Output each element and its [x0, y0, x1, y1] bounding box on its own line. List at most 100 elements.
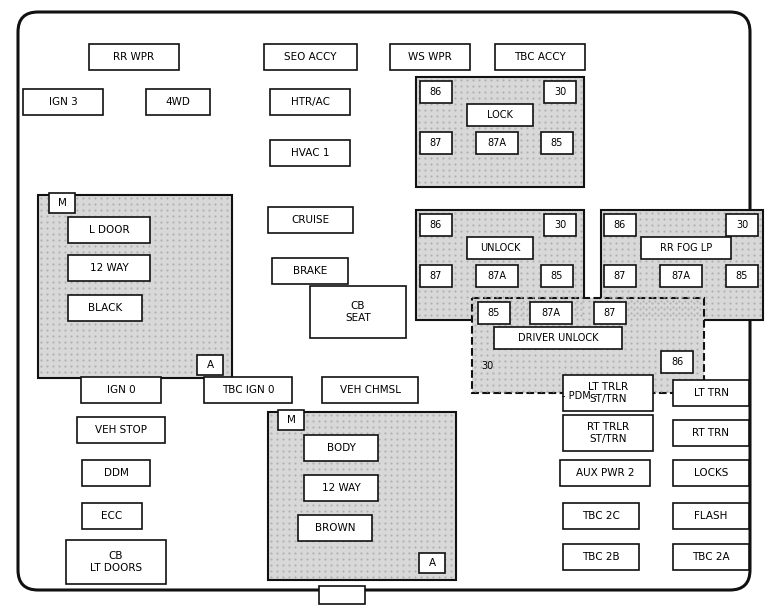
Text: 87A: 87A	[488, 138, 507, 148]
Text: 12 WAY: 12 WAY	[322, 483, 360, 493]
Text: CRUISE: CRUISE	[291, 215, 329, 225]
Text: DDM: DDM	[104, 468, 128, 478]
Bar	[594, 302, 626, 324]
Text: TBC 2B: TBC 2B	[582, 552, 620, 562]
Text: LOCKS: LOCKS	[694, 468, 728, 478]
Text: HTR/AC: HTR/AC	[290, 97, 329, 107]
Bar	[563, 503, 639, 529]
Text: CB
SEAT: CB SEAT	[345, 301, 371, 323]
Bar	[263, 44, 356, 70]
Text: LOCK: LOCK	[487, 110, 513, 120]
Text: 87A: 87A	[671, 271, 690, 281]
Text: ECC: ECC	[101, 511, 123, 521]
Text: VEH STOP: VEH STOP	[95, 425, 147, 435]
Text: 12 WAY: 12 WAY	[90, 263, 128, 273]
Text: SEO ACCY: SEO ACCY	[283, 52, 336, 62]
Bar	[476, 132, 518, 154]
Text: 4WD: 4WD	[166, 97, 190, 107]
Bar	[420, 214, 452, 236]
Text: 85: 85	[551, 271, 563, 281]
Text: M: M	[58, 198, 67, 208]
Bar	[673, 503, 749, 529]
Text: UNLOCK: UNLOCK	[480, 243, 520, 253]
Bar	[197, 355, 223, 375]
Bar	[204, 377, 292, 403]
Text: L DOOR: L DOOR	[88, 225, 129, 235]
Text: FLASH: FLASH	[694, 511, 728, 521]
Bar	[661, 351, 693, 373]
Text: RR WPR: RR WPR	[114, 52, 154, 62]
Bar	[77, 417, 165, 443]
Bar	[420, 81, 452, 103]
Bar	[494, 327, 622, 349]
Text: AUX PWR 2: AUX PWR 2	[576, 468, 634, 478]
Text: BODY: BODY	[326, 443, 356, 453]
Bar	[270, 89, 350, 115]
Text: A: A	[207, 360, 214, 370]
Bar	[81, 377, 161, 403]
Text: 86: 86	[430, 87, 442, 97]
Bar	[673, 380, 749, 406]
Text: DRIVER UNLOCK: DRIVER UNLOCK	[518, 333, 598, 343]
Text: 87: 87	[430, 271, 442, 281]
Text: VEH CHMSL: VEH CHMSL	[339, 385, 400, 395]
Text: RR FOG LP: RR FOG LP	[660, 243, 712, 253]
Text: 30: 30	[554, 87, 566, 97]
Bar	[726, 265, 758, 287]
Bar	[390, 44, 470, 70]
Bar	[601, 210, 763, 320]
Bar	[267, 207, 353, 233]
Text: M: M	[286, 415, 296, 425]
Bar	[146, 89, 210, 115]
Bar	[673, 420, 749, 446]
Text: 87: 87	[604, 308, 616, 318]
Text: IGN 0: IGN 0	[107, 385, 135, 395]
Text: 30: 30	[554, 220, 566, 230]
Bar	[82, 503, 142, 529]
Bar	[467, 237, 533, 259]
Text: TBC 2C: TBC 2C	[582, 511, 620, 521]
Bar	[68, 255, 150, 281]
Bar	[278, 410, 304, 430]
Bar	[604, 265, 636, 287]
Bar	[89, 44, 179, 70]
Bar	[304, 435, 378, 461]
Text: 87: 87	[430, 138, 442, 148]
Text: WS WPR: WS WPR	[408, 52, 452, 62]
Bar	[541, 132, 573, 154]
Bar	[304, 475, 378, 501]
Bar	[563, 415, 653, 451]
Bar	[563, 375, 653, 411]
Bar	[495, 44, 585, 70]
Text: A: A	[429, 558, 435, 568]
Bar	[420, 265, 452, 287]
Bar	[419, 553, 445, 573]
Bar	[68, 217, 150, 243]
Bar	[563, 544, 639, 570]
Text: 87: 87	[614, 271, 626, 281]
Bar	[420, 132, 452, 154]
Text: 86: 86	[671, 357, 683, 367]
Text: 87A: 87A	[488, 271, 507, 281]
Bar	[541, 265, 573, 287]
Bar	[310, 286, 406, 338]
Text: BROWN: BROWN	[315, 523, 356, 533]
Bar	[472, 298, 704, 393]
Bar	[49, 193, 75, 213]
Text: 87A: 87A	[541, 308, 561, 318]
Bar	[467, 104, 533, 126]
Text: - PDM -: - PDM -	[562, 391, 598, 401]
Bar	[726, 214, 758, 236]
Text: 86: 86	[614, 220, 626, 230]
Text: 85: 85	[736, 271, 748, 281]
Bar	[416, 210, 584, 320]
Bar	[673, 544, 749, 570]
Text: CB
LT DOORS: CB LT DOORS	[90, 551, 142, 573]
Bar	[268, 412, 456, 580]
Text: 85: 85	[551, 138, 563, 148]
Text: RT TRN: RT TRN	[693, 428, 730, 438]
Text: 30: 30	[481, 361, 493, 371]
Bar	[68, 295, 142, 321]
Bar	[38, 195, 232, 378]
Text: 30: 30	[736, 220, 748, 230]
